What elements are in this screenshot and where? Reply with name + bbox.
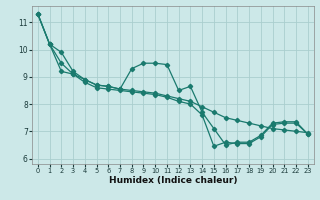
X-axis label: Humidex (Indice chaleur): Humidex (Indice chaleur) <box>108 176 237 185</box>
